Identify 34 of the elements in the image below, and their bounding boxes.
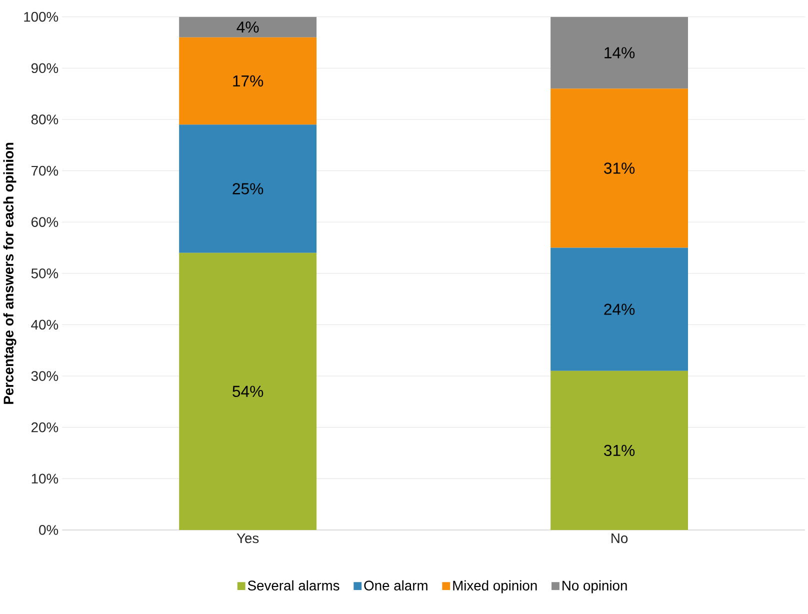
data-label: 31% [604,162,635,174]
y-tick-label: 50% [31,268,58,278]
y-tick-label: 70% [32,166,58,176]
y-tick-label: 90% [31,63,58,73]
y-tick-label: 40% [31,320,58,330]
y-tick-label: 10% [32,474,58,484]
y-tick-label: 20% [32,422,58,432]
y-tick-label: 30% [31,371,58,381]
data-label: 25% [232,183,264,194]
bar [179,252,317,530]
y-tick-label: 100% [24,12,58,22]
legend-label: Mixed opinion [453,580,537,594]
data-label: 17% [233,75,264,86]
x-tick-label: Yes [236,533,259,544]
data-label: 31% [604,444,635,456]
y-tick-label: 0% [39,524,58,535]
bar [550,88,688,248]
bar [179,16,317,38]
data-label: 24% [604,304,635,315]
bar [550,16,688,89]
data-label: 4% [236,21,259,33]
y-tick-label: 60% [32,217,58,227]
legend-label: One alarm [364,580,428,590]
y-tick-label: 80% [31,114,58,124]
y-axis-title: Percentage of answers for each opinion [3,142,16,404]
bar [550,248,688,371]
legend-label: No opinion [562,580,627,594]
bar [550,370,688,530]
x-tick-label: No [612,533,628,544]
bar [179,37,317,125]
bar [179,124,317,253]
data-label: 14% [604,47,635,58]
data-label: 54% [232,386,264,397]
legend-label: Several alarms [248,580,340,590]
